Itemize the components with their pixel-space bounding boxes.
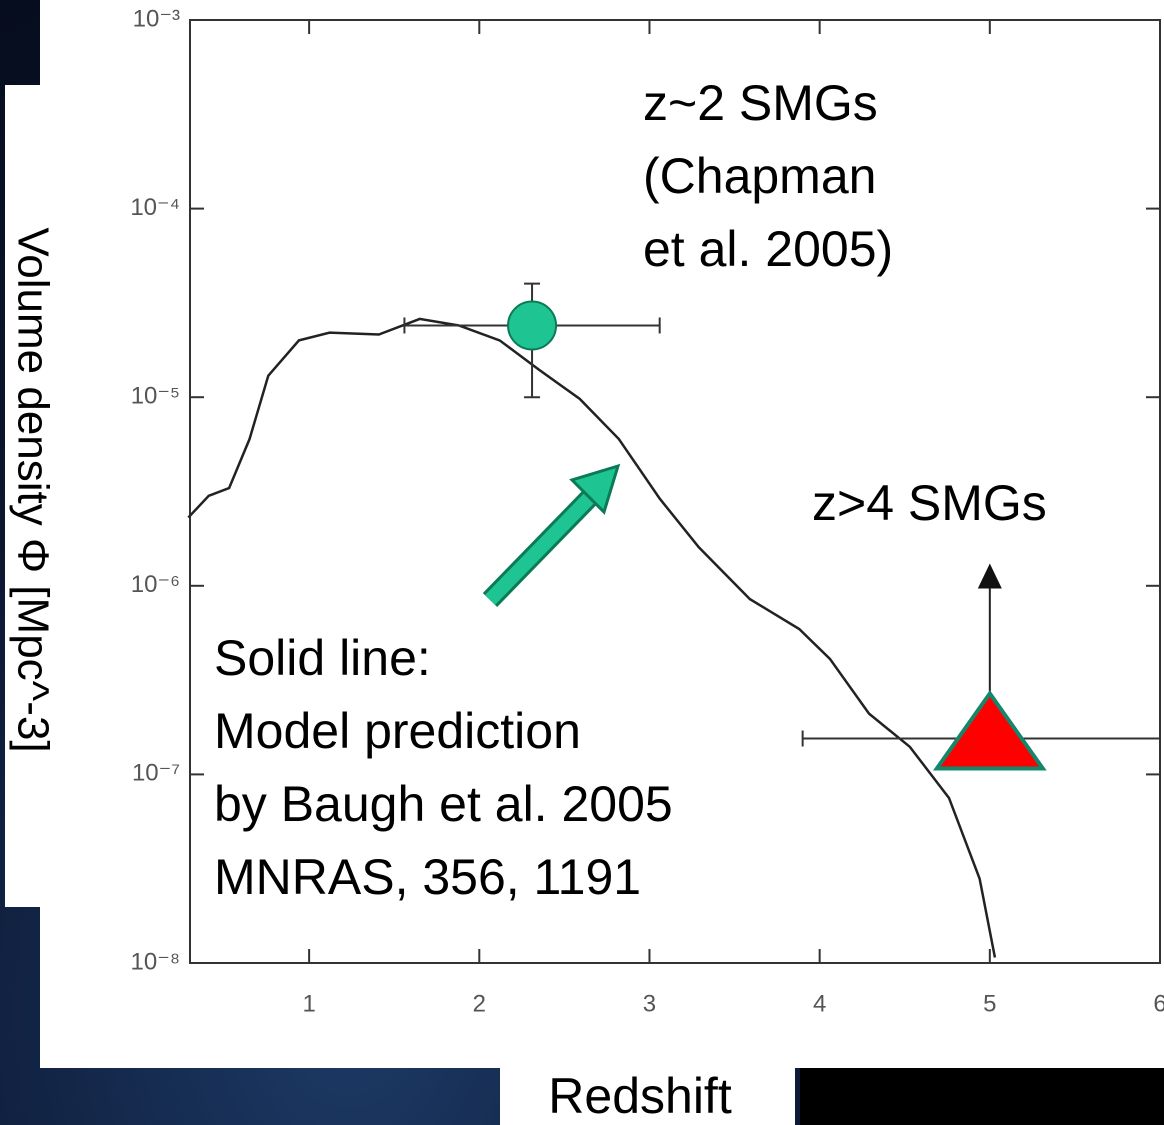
y-axis-label: Volume density Φ [Mpc^-3] <box>8 227 57 752</box>
data-point <box>507 300 558 351</box>
annotation: Solid line: <box>214 630 431 686</box>
y-tick-label: 10⁻³ <box>133 5 180 32</box>
x-tick-label: 4 <box>813 990 826 1017</box>
annotation: z>4 SMGs <box>812 475 1047 531</box>
annotation: z~2 SMGs <box>643 75 878 131</box>
y-tick-label: 10⁻⁸ <box>131 948 181 975</box>
x-tick-label: 2 <box>473 990 486 1017</box>
plot-frame <box>189 19 1161 964</box>
x-tick-label: 1 <box>302 990 315 1017</box>
x-tick-label: 3 <box>643 990 656 1017</box>
y-tick-label: 10⁻⁵ <box>131 383 180 410</box>
x-tick-label: 6 <box>1153 990 1164 1017</box>
y-label-box <box>5 85 45 907</box>
panel <box>40 0 1164 1068</box>
limit-arrow-head <box>977 563 1002 589</box>
model-line <box>187 317 997 958</box>
annotation: by Baugh et al. 2005 <box>214 776 673 832</box>
annotation: (Chapman <box>643 148 876 204</box>
y-tick-label: 10⁻⁷ <box>132 760 180 787</box>
annotation: MNRAS, 356, 1191 <box>214 849 641 905</box>
corner-box <box>800 1068 1164 1125</box>
x-axis-label: Redshift <box>548 1068 732 1124</box>
x-label-box <box>500 1050 795 1125</box>
data-point <box>932 690 1047 771</box>
pointer-arrow-shaft <box>484 484 604 605</box>
y-tick-label: 10⁻⁴ <box>130 194 180 221</box>
annotation: Model prediction <box>214 703 581 759</box>
y-tick-label: 10⁻⁶ <box>131 571 180 598</box>
pointer-arrow-head <box>569 463 621 515</box>
annotation: et al. 2005) <box>643 221 893 277</box>
x-tick-label: 5 <box>983 990 996 1017</box>
